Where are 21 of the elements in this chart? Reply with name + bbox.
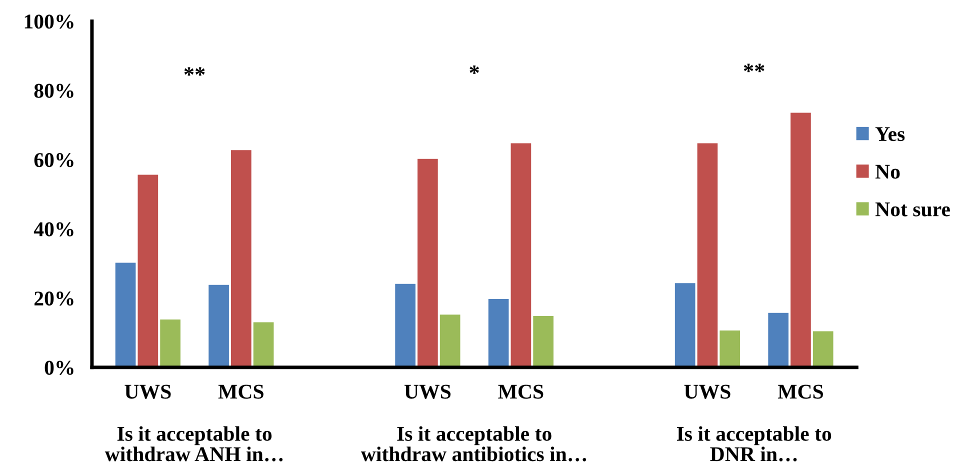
y-tick-label: 40%	[34, 222, 74, 236]
x-tick-label: MCS	[498, 384, 544, 399]
y-tick-label: 20%	[34, 292, 74, 306]
x-tick-label: MCS	[778, 384, 823, 399]
y-tick-label: 100%	[24, 14, 74, 29]
x-tick-label: UWS	[684, 384, 730, 399]
legend-label: No	[875, 164, 900, 179]
y-tick-label: 0%	[44, 360, 74, 375]
annotation: **	[184, 67, 205, 76]
text: Is it acceptable to withdraw antibiotics in…	[360, 426, 586, 462]
annotation: *	[470, 66, 479, 74]
legend-label: Not sure	[875, 202, 950, 216]
annotation: **	[744, 64, 764, 72]
legend-label: Yes	[875, 127, 905, 142]
y-tick-label: 60%	[34, 153, 74, 168]
x-tick-label: MCS	[218, 384, 264, 399]
x-tick-label: UWS	[404, 384, 451, 399]
y-tick-label: 80%	[34, 84, 74, 98]
text: Is it acceptable to DNR in…	[676, 426, 832, 462]
text: Is it acceptable to withdraw ANH in…	[104, 426, 283, 462]
x-tick-label: UWS	[124, 384, 171, 399]
